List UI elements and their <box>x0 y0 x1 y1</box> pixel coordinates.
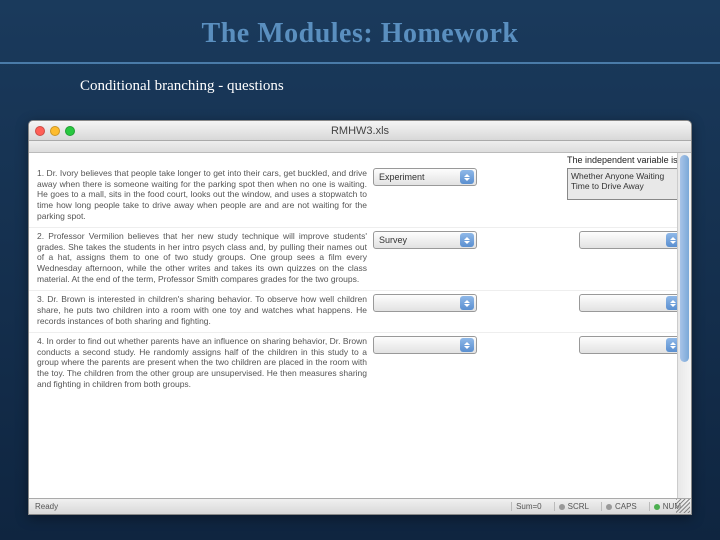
answer-box[interactable]: Whether Anyone Waiting Time to Drive Awa… <box>567 168 683 200</box>
status-ready: Ready <box>35 502 503 511</box>
iv-dropdown[interactable] <box>579 336 683 354</box>
dropdown-value: Experiment <box>379 172 425 182</box>
column-header-iv: The independent variable is: <box>567 155 683 165</box>
type-dropdown[interactable]: Survey <box>373 231 477 249</box>
vertical-scrollbar[interactable] <box>677 153 691 498</box>
window-toolbar <box>29 141 691 153</box>
iv-dropdown[interactable] <box>579 294 683 312</box>
question-text: 2. Professor Vermilion believes that her… <box>37 231 367 284</box>
chevron-updown-icon <box>460 338 474 352</box>
status-sum: Sum=0 <box>511 502 546 511</box>
iv-dropdown[interactable] <box>579 231 683 249</box>
title-divider <box>0 62 720 64</box>
question-text: 3. Dr. Brown is interested in children's… <box>37 294 367 326</box>
content-area: The independent variable is: 1. Dr. Ivor… <box>29 153 691 498</box>
slide-title: The Modules: Homework <box>0 0 720 62</box>
chevron-updown-icon <box>460 170 474 184</box>
status-caps: CAPS <box>601 502 641 511</box>
spreadsheet-window: RMHW3.xls The independent variable is: 1… <box>28 120 692 515</box>
question-row: 3. Dr. Brown is interested in children's… <box>29 291 691 333</box>
question-text: 1. Dr. Ivory believes that people take l… <box>37 168 367 221</box>
scroll-thumb[interactable] <box>680 155 689 362</box>
type-dropdown[interactable] <box>373 336 477 354</box>
window-titlebar[interactable]: RMHW3.xls <box>29 121 691 141</box>
dropdown-value: Survey <box>379 235 407 245</box>
type-dropdown[interactable]: Experiment <box>373 168 477 186</box>
statusbar: Ready Sum=0 SCRL CAPS NUM <box>29 498 691 514</box>
question-row: 4. In order to find out whether parents … <box>29 333 691 395</box>
window-title: RMHW3.xls <box>29 125 691 137</box>
chevron-updown-icon <box>460 233 474 247</box>
type-dropdown[interactable] <box>373 294 477 312</box>
question-row: 2. Professor Vermilion believes that her… <box>29 228 691 291</box>
slide-subtitle: Conditional branching - questions <box>0 78 720 95</box>
chevron-updown-icon <box>460 296 474 310</box>
resize-handle[interactable] <box>676 499 690 513</box>
question-text: 4. In order to find out whether parents … <box>37 336 367 389</box>
status-scrl: SCRL <box>554 502 593 511</box>
question-row: 1. Dr. Ivory believes that people take l… <box>29 165 691 228</box>
